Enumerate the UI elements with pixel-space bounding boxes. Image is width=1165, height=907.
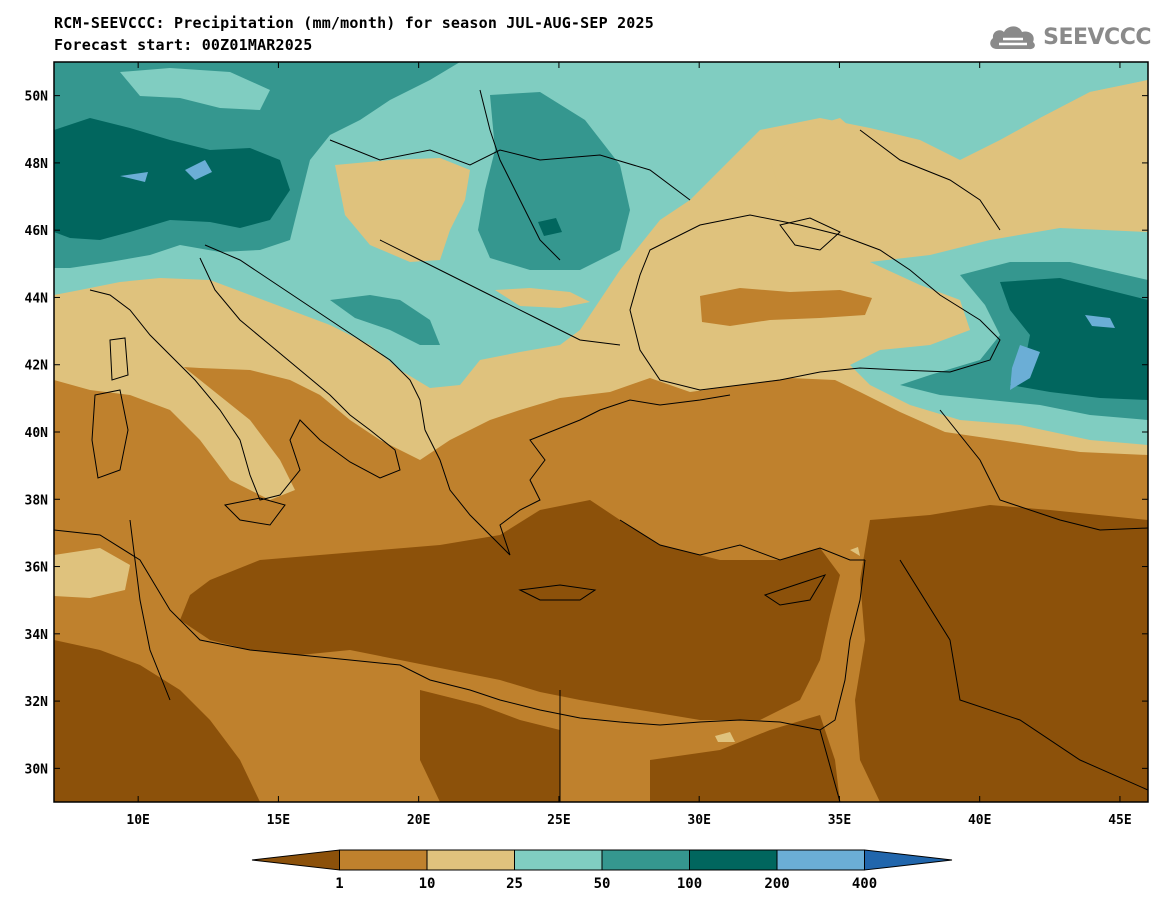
lat-tick-label: 38N: [25, 493, 49, 508]
field-tan-spot-east: [850, 547, 860, 556]
field-caucasus-dark: [1000, 278, 1148, 400]
precipitation-fields: [54, 62, 1148, 802]
lat-tick-label: 36N: [25, 561, 49, 576]
field-alps-dark: [54, 118, 290, 240]
field-caucasus-blue2: [1085, 315, 1115, 328]
coast-crimea: [779, 217, 841, 251]
border-6: [899, 559, 1148, 791]
field-alps-light-hole: [120, 68, 270, 110]
lat-tick-label: 34N: [25, 628, 49, 643]
map-title: RCM-SEEVCCC: Precipitation (mm/month) fo…: [54, 14, 654, 32]
colorbar-segment: [339, 849, 428, 871]
colorbar-label: 100: [677, 876, 702, 892]
coast-cyprus: [763, 574, 827, 606]
colorbar-label: 400: [852, 876, 877, 892]
field-dry-core: [180, 500, 840, 720]
colorbar-segment: [689, 849, 778, 871]
colorbar-segment: [601, 849, 690, 871]
field-alps-blue2: [120, 172, 148, 182]
colorbar-label: 10: [419, 876, 436, 892]
seevccc-logo: SEEVCCC: [987, 22, 1151, 52]
lat-tick-label: 46N: [25, 224, 49, 239]
border-1: [329, 139, 691, 201]
field-dry-libya: [420, 690, 560, 802]
border-9: [819, 729, 841, 802]
field-carpathian-mid: [478, 92, 630, 270]
coast-blacksea: [629, 214, 1001, 391]
logo-text: SEEVCCC: [1043, 24, 1151, 50]
coastlines-borders: [54, 89, 1148, 802]
lat-tick-label: 48N: [25, 157, 49, 172]
lon-tick-label: 10E: [126, 813, 149, 828]
colorbar-label: 1: [335, 876, 343, 892]
field-dry-east: [855, 505, 1148, 802]
border-5: [939, 409, 1148, 531]
coast-corsica: [109, 337, 129, 381]
lat-tick-label: 50N: [25, 90, 49, 105]
cloud-icon: [990, 26, 1035, 50]
coast-italy: [89, 257, 401, 501]
forecast-start-subtitle: Forecast start: 00Z01MAR2025: [54, 36, 313, 54]
lat-tick-label: 42N: [25, 359, 49, 374]
colorbar: 1 10 25 50 100 200 400: [251, 849, 953, 892]
colorbar-segment: [426, 849, 515, 871]
field-tan-danube: [495, 288, 590, 308]
lat-tick-label: 30N: [25, 762, 49, 777]
field-balkan-mid: [330, 295, 440, 345]
field-tan-west: [54, 300, 295, 500]
coast-greece: [424, 394, 731, 556]
lon-tick-label: 25E: [547, 813, 570, 828]
colorbar-label: 200: [764, 876, 789, 892]
border-7: [129, 519, 171, 701]
coast-north-africa: [54, 529, 821, 731]
border-4: [859, 129, 1001, 231]
lon-tick-label: 40E: [968, 813, 991, 828]
border-3: [479, 89, 561, 261]
lon-tick-label: 20E: [407, 813, 430, 828]
field-tan-spot-levant: [715, 732, 735, 742]
coast-levant: [819, 559, 866, 731]
field-carpathian-dark: [538, 218, 562, 236]
colorbar-label: 25: [506, 876, 523, 892]
coast-sicily: [223, 497, 286, 526]
colorbar-segment: [864, 849, 953, 871]
colorbar-segment: [514, 849, 603, 871]
field-dry-egypt: [650, 715, 840, 802]
lon-tick-label: 45E: [1108, 813, 1131, 828]
map-axes: 10E 15E 20E 25E 30E 35E 40E 45E 30N 32N 34N 36N 38N 4…: [25, 62, 1148, 828]
field-caucasus-blue: [1010, 345, 1040, 390]
border-2: [379, 239, 621, 346]
coast-sardinia: [91, 389, 129, 479]
colorbar-segment: [776, 849, 865, 871]
colorbar-segment: [251, 849, 340, 871]
field-tan-ukraine: [770, 80, 1148, 268]
lon-tick-label: 35E: [828, 813, 851, 828]
field-alps-blue: [185, 160, 212, 180]
coast-crete: [518, 584, 597, 601]
field-dry-south: [54, 640, 260, 802]
colorbar-label: 50: [594, 876, 611, 892]
coast-adriatic-east: [204, 244, 426, 431]
field-tan-africa: [54, 548, 130, 598]
lon-tick-label: 30E: [687, 813, 710, 828]
coast-turkey-south: [619, 519, 865, 561]
lat-tick-label: 40N: [25, 426, 49, 441]
lat-tick-label: 44N: [25, 291, 49, 306]
field-tan-pannonia: [335, 158, 470, 262]
lat-tick-label: 32N: [25, 695, 49, 710]
field-blacksea-dry: [700, 288, 872, 326]
lon-tick-label: 15E: [267, 813, 290, 828]
